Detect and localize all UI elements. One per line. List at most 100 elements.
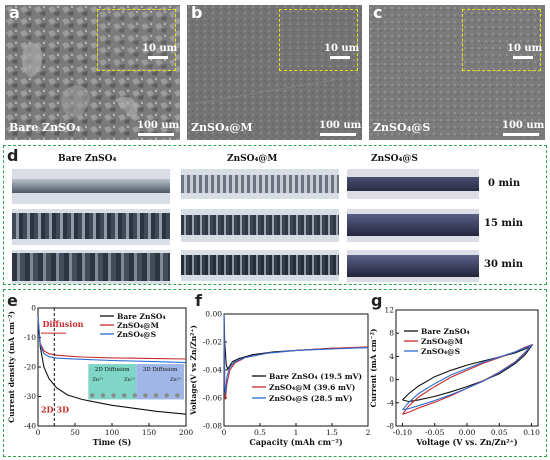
scale-bar-main-a [138,133,174,136]
x-tick-label: 150 [142,428,157,437]
scale-bar-inset-b [330,56,350,59]
scale-main-c: 100 um [502,120,545,131]
legend-label-2: ZnSO₄@M [117,321,159,330]
x-axis-label: Time (S) [93,437,132,447]
panel-letter-b: b [191,3,203,22]
diffusion-label: Diffusion [42,319,83,329]
x-axis-label: Capacity (mAh cm⁻²) [249,437,342,447]
scale-bar-inset-c [513,56,533,59]
label-2d: 2D [41,405,54,415]
y-tick-label: -20 [24,363,36,372]
inset-zn-ion-1: Zn²⁺ [92,377,104,383]
x-axis-label: Voltage (V vs. Zn/Zn²⁺) [415,437,518,447]
y-tick-label: -0.02 [203,338,222,347]
label-3d: 3D [57,405,70,415]
time-label-30: 30 min [484,259,524,270]
inset-zn-ion-3: Zn²⁺ [170,377,182,383]
optical-bare-15min [12,209,170,245]
optical-m-15min [181,209,339,242]
inset-atom [122,393,127,398]
y-axis-label: Current density (mA cm⁻²) [8,311,16,423]
x-tick-label: -0.10 [393,428,412,437]
scale-bar-inset-a [148,56,168,59]
scale-main-b: 100 um [319,120,362,131]
y-tick-label: 0 [31,304,36,313]
y-tick-label: 12 [384,306,394,315]
legend-label-3: ZnSO₄@S (28.5 mV) [269,394,352,403]
optical-s-15min [347,209,479,242]
y-axis-label: Voltage(V vs Zn/Zn²⁺) [190,325,198,416]
y-tick-label: -0.06 [203,394,222,403]
series-line-2 [37,316,187,360]
y-tick-label: -0.04 [203,366,222,375]
series-line-3 [37,316,187,364]
time-label-0: 0 min [488,178,521,189]
panel-letter-g: g [371,291,383,310]
panel-letter-e: e [7,291,18,310]
x-tick-label: -0.05 [425,428,444,437]
panel-letter-f: f [195,291,202,310]
chart-e: 0 50 100 150 200 0 -10 -20 -30 -40 Time (S) Current… [8,304,194,448]
chart-f: 0 0.5 1 1.5 2 0.00 -0.02 -0.04 -0.06 -0.08 Capacit… [190,310,371,448]
series-line-3 [223,313,369,394]
legend-label-1: Bare ZnSO₄ [421,327,470,336]
x-tick-label: 0.10 [523,428,540,437]
inset-atom [90,393,95,398]
sem-image-a: 10 um Bare ZnSO₄ 100 um [5,5,180,140]
inset-2d-diffusion [88,364,137,400]
scale-inset-c: 10 um [507,43,543,54]
x-tick-label: 100 [105,428,120,437]
x-tick-label: 2 [366,428,371,437]
scale-bar-main-c [503,133,539,136]
x-tick-label: 0.5 [254,428,266,437]
sem-inset-c [462,9,541,71]
series-line-3 [402,344,534,411]
column-label-m: ZnSO₄@M [227,154,278,164]
inset-zn-ion-2: Zn²⁺ [124,377,136,383]
y-tick-label: -0.08 [203,422,222,431]
sem-inset-texture-b [280,10,356,69]
y-tick-label: -40 [24,422,36,431]
column-label-s: ZnSO₄@S [371,154,418,164]
optical-bare-30min [12,250,170,284]
panel-letter-a: a [9,3,20,22]
column-label-bare: Bare ZnSO₄ [58,154,117,164]
sem-inset-a [97,9,176,71]
x-tick-label: 0 [222,428,227,437]
series-line-2 [402,343,534,415]
panel-letter-d: d [7,146,19,165]
panel-efg-frame [3,289,547,457]
x-tick-label: 50 [70,428,80,437]
x-tick-label: 0.05 [491,428,508,437]
legend-label-3: ZnSO₄@S [117,330,156,339]
x-tick-label: 0.00 [459,428,476,437]
x-tick-label: 200 [179,428,194,437]
inset-atom [153,393,159,398]
y-tick-label: 0.00 [205,310,222,319]
y-tick-label: -8 [387,422,395,431]
inset-3d-diffusion [136,364,184,400]
series-line-1 [37,316,187,415]
panel-a-label: Bare ZnSO₄ [9,121,81,134]
inset-atom [100,393,106,398]
x-tick-label: 1.5 [326,428,338,437]
sem-inset-texture-c [463,10,539,69]
panel-d-frame [3,145,547,285]
inset-atom [143,393,148,398]
optical-bare-0min [12,169,170,204]
inset-atom [111,393,116,398]
y-tick-label: 0 [389,375,394,384]
inset-atom [175,393,180,398]
inset-atom [132,393,138,398]
panel-b-label: ZnSO₄@M [191,121,253,134]
panel-c-label: ZnSO₄@S [373,121,431,134]
optical-s-30min [347,250,479,282]
x-tick-label: 0 [36,428,41,437]
y-tick-label: -30 [24,392,36,401]
scale-inset-b: 10 um [324,43,360,54]
inset-2d-title: 2D Diffusion [95,367,130,373]
time-label-15: 15 min [484,218,524,229]
plot-frame [223,313,369,427]
panel-letter-c: c [373,3,383,22]
optical-s-0min [347,169,479,199]
